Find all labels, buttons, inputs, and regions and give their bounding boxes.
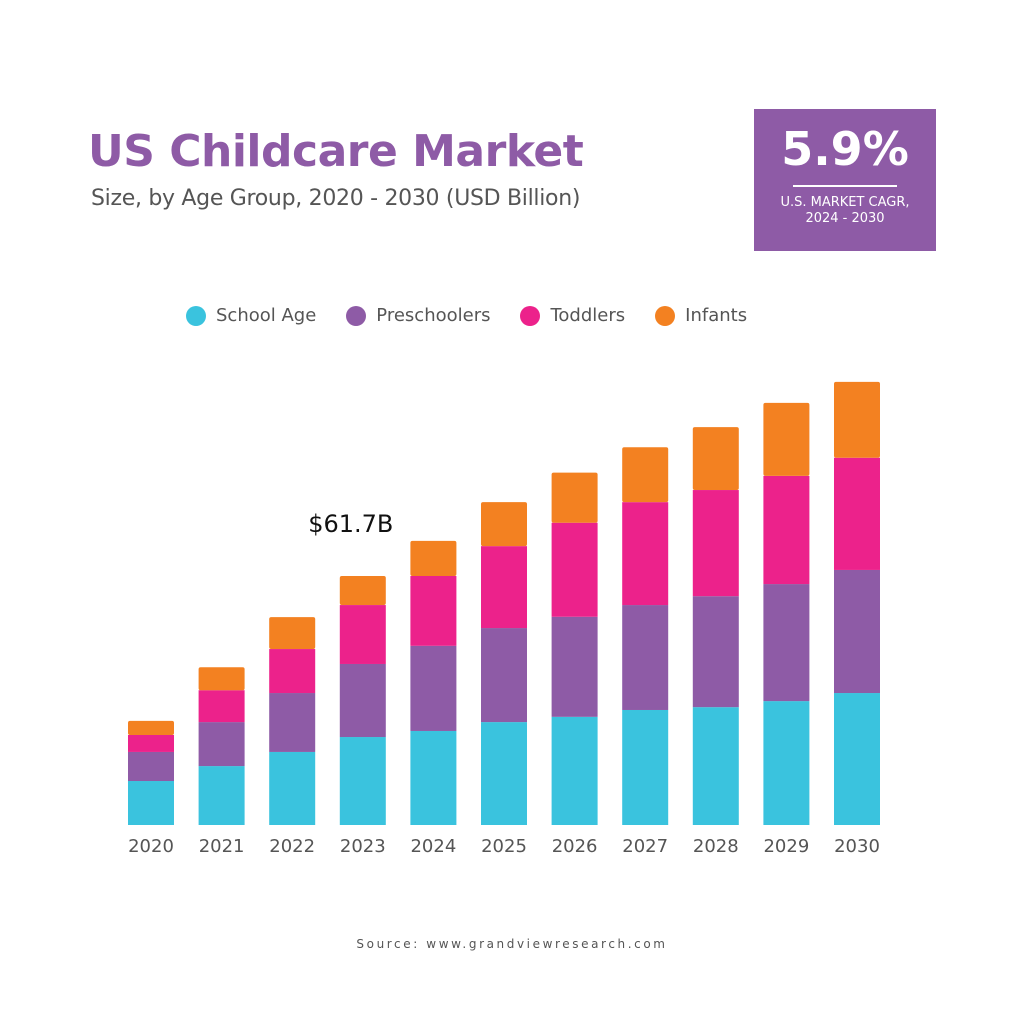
bar-segment-school-age-2030 [834,693,880,825]
legend-swatch-school-age [186,305,206,326]
source-note: Source: www.grandviewresearch.com [356,937,668,951]
cagr-value: 5.9% [781,122,909,176]
legend-swatch-infants [655,305,676,326]
cagr-divider [793,185,897,187]
cagr-label-line2: 2024 - 2030 [805,211,885,226]
bar-segment-school-age-2029 [763,701,810,825]
bar-segment-toddlers-2024 [410,576,457,646]
bar-segment-toddlers-2023 [339,605,386,664]
chart-subtitle: Size, by Age Group, 2020 - 2030 (USD Bil… [91,186,581,211]
legend-swatch-preschoolers [346,305,367,326]
bar-segment-school-age-2028 [692,707,739,825]
cagr-badge: 5.9% U.S. MARKET CAGR, 2024 - 2030 [754,109,936,251]
x-tick-label: 2025 [481,836,527,857]
x-tick-label: 2021 [199,836,245,857]
bar-2030 [834,381,880,825]
x-tick-label: 2028 [693,836,739,857]
legend-item-toddlers: Toddlers [520,305,625,326]
bar-segment-preschoolers-2020 [128,751,174,782]
x-tick-label: 2024 [410,836,456,857]
bar-2025 [481,502,527,825]
bar-segment-school-age-2027 [622,709,669,825]
bar-segment-toddlers-2022 [269,649,316,694]
bar-segment-preschoolers-2027 [622,605,669,710]
x-tick-label: 2022 [269,836,315,857]
bar-segment-toddlers-2028 [692,490,739,597]
bar-segment-school-age-2022 [269,751,316,825]
legend-label: Toddlers [550,305,626,326]
bar-2020 [128,720,174,825]
bar-segment-infants-2027 [622,447,669,503]
chart-legend: School Age Preschoolers Toddlers Infants [186,305,777,326]
bar-segment-school-age-2020 [128,781,174,825]
bar-segment-infants-2023 [339,576,386,606]
bar-segment-school-age-2023 [339,737,386,825]
x-tick-label: 2029 [763,836,809,857]
bar-segment-school-age-2025 [481,722,527,825]
legend-item-preschoolers: Preschoolers [346,305,490,326]
bar-segment-toddlers-2020 [128,735,174,752]
bar-segment-infants-2024 [410,540,457,576]
bar-segment-preschoolers-2021 [198,722,245,767]
bar-segment-preschoolers-2026 [551,616,598,717]
bar-segment-toddlers-2025 [481,546,527,629]
bar-segment-preschoolers-2024 [410,645,457,731]
bar-segment-preschoolers-2028 [692,596,739,708]
bar-segment-preschoolers-2029 [763,584,810,702]
bar-segment-infants-2029 [763,402,810,476]
bar-segment-school-age-2024 [410,730,457,825]
legend-label: Infants [685,305,748,326]
x-tick-label: 2026 [552,836,598,857]
legend-swatch-toddlers [520,305,541,326]
bar-2023 [339,576,386,825]
cagr-label-line1: U.S. MARKET CAGR, [780,195,910,210]
bar-segment-infants-2026 [551,472,598,523]
bar-segment-toddlers-2029 [763,475,810,585]
bar-2024 [410,540,457,825]
x-tick-label: 2023 [340,836,386,857]
bar-segment-infants-2028 [692,427,739,491]
bar-segment-infants-2022 [269,617,316,650]
bar-2028 [692,427,739,825]
bar-segment-infants-2021 [198,667,245,691]
bar-2021 [198,667,245,825]
bar-segment-infants-2020 [128,720,174,736]
bar-segment-toddlers-2021 [198,690,245,723]
bar-segment-toddlers-2030 [834,457,880,570]
chart-title: US Childcare Market [88,126,584,177]
x-tick-label: 2027 [622,836,668,857]
bar-segment-preschoolers-2030 [834,569,880,694]
x-tick-label: 2020 [128,836,174,857]
bar-segment-preschoolers-2023 [339,663,386,738]
bar-2026 [551,472,598,825]
x-tick-label: 2030 [834,836,880,857]
bar-2029 [763,402,810,825]
bar-2027 [622,447,669,825]
total-annotation: $61.7B [308,510,393,538]
bar-segment-school-age-2026 [551,716,598,825]
bar-segment-infants-2025 [481,502,527,547]
bar-2022 [269,617,316,825]
legend-label: School Age [216,305,317,326]
legend-item-infants: Infants [655,305,747,326]
bar-segment-infants-2030 [834,381,880,458]
bar-segment-preschoolers-2022 [269,693,316,752]
bar-segment-preschoolers-2025 [481,628,527,723]
legend-item-school-age: School Age [186,305,316,326]
bar-segment-school-age-2021 [198,766,245,825]
bar-segment-toddlers-2027 [622,502,669,606]
bar-segment-toddlers-2026 [551,522,598,617]
legend-label: Preschoolers [376,305,491,326]
